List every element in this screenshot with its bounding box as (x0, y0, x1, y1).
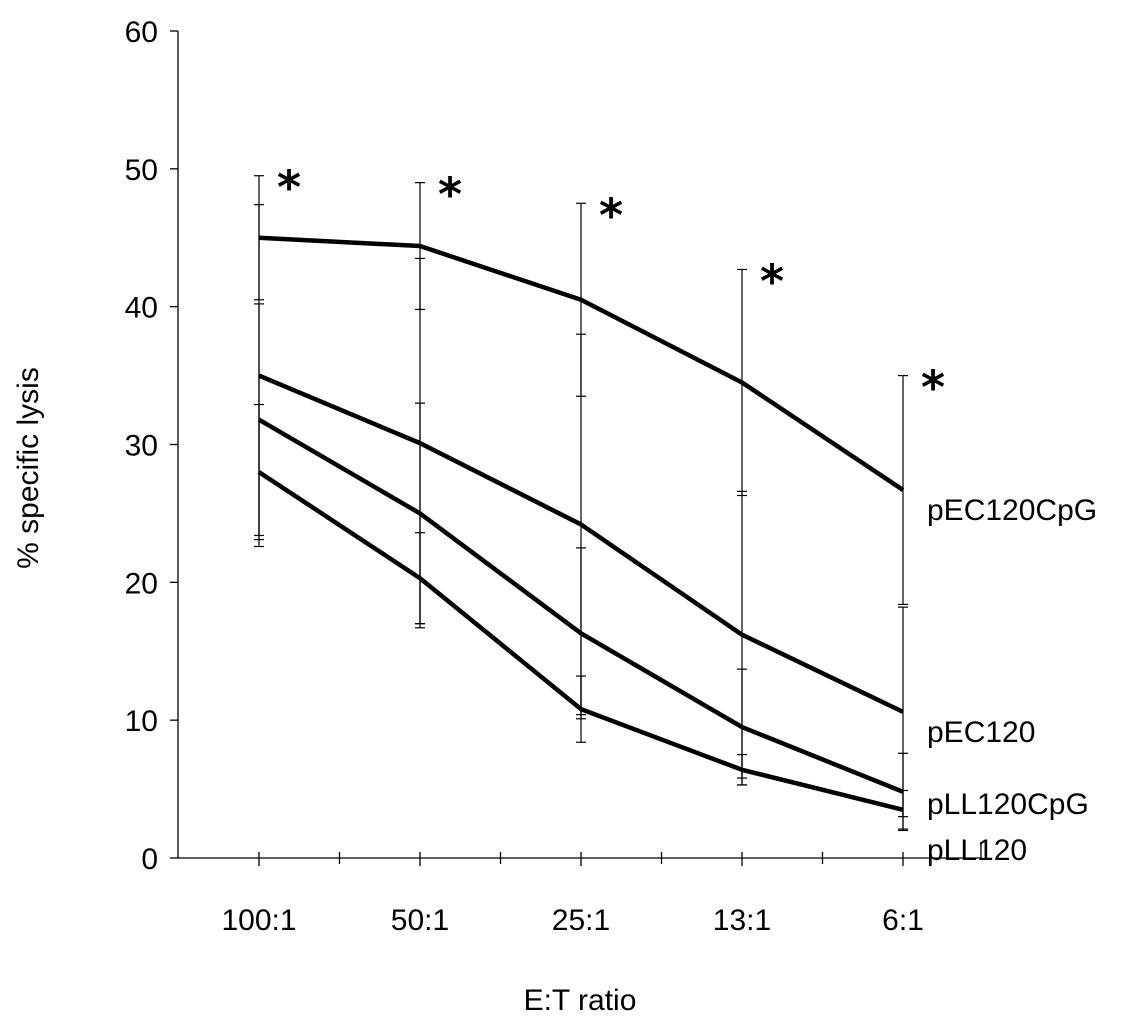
significance-star: * (277, 161, 301, 215)
y-tick-label: 50 (125, 154, 158, 187)
significance-markers: * * * * * (277, 161, 945, 415)
y-tick-label: 60 (125, 16, 158, 49)
series-label: pLL120CpG (927, 788, 1089, 821)
series-line (258, 373, 904, 714)
y-tick-label: 30 (125, 430, 158, 463)
x-axis-title: E:T ratio (524, 984, 637, 1017)
series-lines (257, 235, 905, 812)
x-tick-label: 100:1 (221, 904, 296, 937)
axes: 0 10 20 30 40 50 60 100:1 50:1 25:1 13:1 6:1 (125, 16, 982, 937)
y-tick-label: 0 (141, 843, 158, 876)
y-tick-label: 10 (125, 705, 158, 738)
series-line (258, 235, 905, 492)
significance-star: * (760, 254, 784, 308)
y-axis-title: % specific lysis (12, 367, 45, 569)
y-tick-label: 40 (125, 292, 158, 325)
series-line (257, 470, 904, 812)
x-tick-label: 50:1 (391, 904, 449, 937)
series-label: pEC120 (927, 716, 1035, 749)
error-bars (254, 175, 908, 832)
significance-star: * (438, 168, 462, 222)
series-label: pLL120 (927, 834, 1027, 867)
series-label: pEC120CpG (927, 494, 1097, 527)
significance-star: * (921, 361, 945, 415)
x-tick-label: 25:1 (552, 904, 610, 937)
series-line (257, 417, 904, 794)
series-labels: pEC120CpG pEC120 pLL120CpG pLL120 (927, 494, 1097, 867)
significance-star: * (599, 188, 623, 242)
x-tick-label: 6:1 (882, 904, 924, 937)
y-tick-label: 20 (125, 567, 158, 600)
x-tick-label: 13:1 (713, 904, 771, 937)
